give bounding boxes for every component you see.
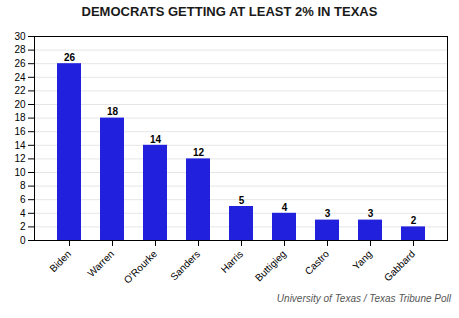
svg-text:Yang: Yang bbox=[350, 248, 374, 272]
svg-text:26: 26 bbox=[64, 52, 76, 63]
svg-text:4: 4 bbox=[20, 208, 26, 219]
svg-text:3: 3 bbox=[368, 208, 374, 219]
html-text:DEMOCRATS GETTING AT LEAST 2%: DEMOCRATS GETTING AT LEAST 2% IN TEXAS bbox=[81, 4, 378, 19]
svg-text:Gabbard: Gabbard bbox=[382, 248, 417, 283]
svg-text:12: 12 bbox=[14, 153, 26, 164]
svg-text:0: 0 bbox=[20, 235, 26, 246]
svg-text:22: 22 bbox=[14, 85, 26, 96]
svg-text:18: 18 bbox=[107, 106, 119, 117]
svg-text:O'Rourke: O'Rourke bbox=[122, 248, 160, 286]
svg-text:Sanders: Sanders bbox=[168, 248, 202, 282]
svg-text:10: 10 bbox=[14, 167, 26, 178]
svg-text:12: 12 bbox=[193, 147, 205, 158]
svg-text:2: 2 bbox=[411, 215, 417, 226]
svg-text:26: 26 bbox=[14, 58, 26, 69]
svg-text:3: 3 bbox=[325, 208, 331, 219]
svg-text:20: 20 bbox=[14, 99, 26, 110]
svg-text:18: 18 bbox=[14, 112, 26, 123]
svg-text:14: 14 bbox=[14, 140, 26, 151]
svg-text:30: 30 bbox=[14, 31, 26, 42]
svg-text:Castro: Castro bbox=[303, 248, 332, 277]
svg-text:Biden: Biden bbox=[47, 248, 73, 274]
svg-text:28: 28 bbox=[14, 44, 26, 55]
svg-text:Warren: Warren bbox=[85, 248, 116, 279]
svg-text:Buttigieg: Buttigieg bbox=[253, 248, 288, 283]
svg-text:5: 5 bbox=[239, 195, 245, 206]
svg-text:8: 8 bbox=[20, 180, 26, 191]
svg-text:14: 14 bbox=[150, 134, 162, 145]
html-text:University of Texas / Texas Tr: University of Texas / Texas Tribune Poll bbox=[276, 293, 451, 304]
svg-text:6: 6 bbox=[20, 194, 26, 205]
svg-text:16: 16 bbox=[14, 126, 26, 137]
svg-text:2: 2 bbox=[20, 221, 26, 232]
svg-text:24: 24 bbox=[14, 72, 26, 83]
svg-text:Harris: Harris bbox=[219, 248, 246, 275]
svg-text:4: 4 bbox=[282, 202, 288, 213]
